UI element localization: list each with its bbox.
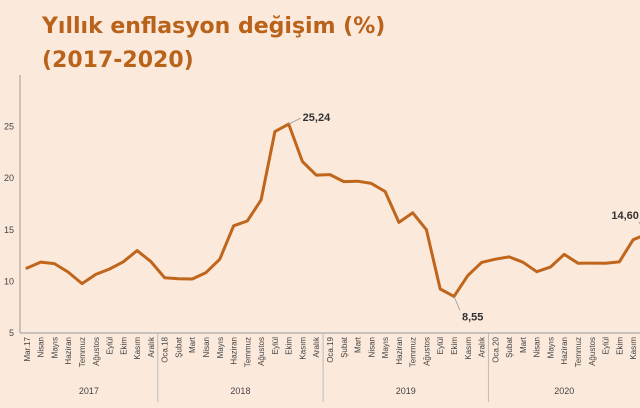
- x-tick-label: Eylül: [271, 337, 280, 355]
- y-tick-label: 15: [4, 225, 14, 235]
- x-tick-label: Ağustos: [588, 337, 597, 366]
- series-line: [25, 122, 640, 298]
- y-tick-label: 10: [4, 276, 14, 286]
- y-tick-label: 20: [4, 173, 14, 183]
- x-tick-label: Ekim: [285, 337, 294, 355]
- x-tick-label: Aralık: [478, 336, 487, 357]
- x-tick-label: Ekim: [119, 337, 128, 355]
- data-label: 14,60: [611, 210, 639, 222]
- x-tick-label: Kasım: [298, 337, 307, 360]
- x-tick-label: Nisan: [367, 337, 376, 357]
- x-tick-label: Haziran: [64, 337, 73, 365]
- x-tick-label: Kasım: [464, 337, 473, 360]
- chart-subtitle: (2017-2020): [42, 48, 194, 73]
- x-tick-label: Haziran: [395, 337, 404, 365]
- year-label: 2019: [396, 386, 416, 396]
- x-tick-label: Eylül: [602, 337, 611, 355]
- x-tick-label: Nisan: [202, 337, 211, 357]
- x-tick-label: Haziran: [230, 337, 239, 365]
- x-tick-label: Şubat: [174, 336, 183, 358]
- x-tick-label: Ekim: [615, 337, 624, 355]
- x-tick-label: Oca.18: [161, 336, 170, 362]
- x-tick-label: Şubat: [505, 336, 514, 358]
- x-tick-label: Ağustos: [257, 337, 266, 366]
- x-tick-label: Eylül: [106, 337, 115, 355]
- data-label: 25,24: [303, 112, 331, 124]
- x-tick-label: Ağustos: [422, 337, 431, 366]
- y-tick-label: 25: [4, 122, 14, 132]
- annotation-leader: [453, 296, 461, 311]
- x-tick-label: Temmuz: [243, 337, 252, 367]
- x-tick-label: Ekim: [450, 337, 459, 355]
- data-label: 8,55: [462, 311, 483, 323]
- x-tick-label: Temmuz: [409, 337, 418, 367]
- x-tick-label: Şubat: [340, 336, 349, 358]
- year-label: 2018: [230, 386, 250, 396]
- x-tick-label: Aralık: [312, 336, 321, 357]
- x-tick-label: Mayıs: [216, 337, 225, 358]
- x-tick-label: Mayıs: [381, 337, 390, 358]
- year-label: 2020: [554, 386, 574, 396]
- x-tick-label: Aralık: [147, 336, 156, 357]
- x-tick-label: Mart: [188, 336, 197, 353]
- x-tick-label: Ağustos: [92, 337, 101, 366]
- annotation-leader: [288, 117, 301, 125]
- x-tick-label: Mar.17: [23, 336, 32, 361]
- x-tick-label: Kasım: [629, 337, 638, 360]
- x-tick-label: Eylül: [436, 337, 445, 355]
- x-tick-label: Kasım: [133, 337, 142, 360]
- x-tick-label: Mayıs: [50, 337, 59, 358]
- x-tick-label: Mart: [519, 336, 528, 353]
- x-tick-label: Temmuz: [78, 337, 87, 367]
- x-tick-label: Nisan: [533, 337, 542, 357]
- x-tick-label: Oca.19: [326, 336, 335, 362]
- x-tick-label: Mart: [354, 336, 363, 353]
- year-label: 2017: [79, 386, 99, 396]
- x-tick-label: Temmuz: [574, 337, 583, 367]
- chart-title: Yıllık enflasyon değişim (%): [42, 14, 386, 39]
- x-tick-label: Nisan: [37, 337, 46, 357]
- x-tick-label: Haziran: [560, 337, 569, 365]
- x-tick-label: Oca.20: [491, 336, 500, 362]
- y-tick-label: 5: [9, 328, 14, 338]
- x-tick-label: Mayıs: [546, 337, 555, 358]
